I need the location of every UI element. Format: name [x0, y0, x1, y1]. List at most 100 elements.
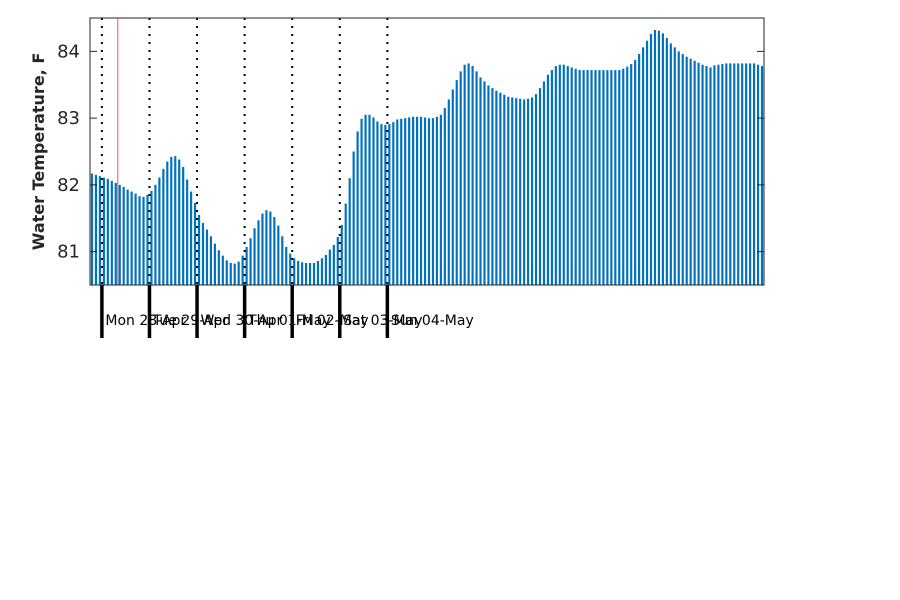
- bar: [475, 71, 478, 286]
- bar: [578, 70, 581, 285]
- bar: [118, 184, 121, 286]
- bar: [423, 117, 427, 286]
- bar: [459, 71, 462, 286]
- bar: [380, 124, 383, 285]
- bar: [293, 258, 296, 285]
- bar: [602, 70, 605, 285]
- bar: [705, 66, 708, 285]
- bar: [336, 236, 339, 285]
- bar: [356, 131, 359, 285]
- bar: [606, 70, 609, 285]
- bar: [197, 214, 201, 285]
- bar: [530, 97, 534, 286]
- bar: [122, 186, 125, 285]
- bar: [297, 260, 300, 285]
- bar: [301, 262, 304, 285]
- bar: [693, 60, 696, 285]
- bar: [661, 33, 664, 285]
- bar: [178, 159, 181, 285]
- bar: [98, 176, 101, 285]
- bar: [749, 63, 752, 285]
- bar: [519, 98, 522, 286]
- bar: [463, 64, 466, 285]
- bar: [745, 63, 748, 285]
- bar: [281, 236, 284, 285]
- bar: [558, 64, 561, 285]
- bar: [376, 121, 379, 286]
- bar: [673, 47, 676, 286]
- bar: [626, 66, 629, 285]
- bar: [499, 92, 502, 285]
- bar: [277, 225, 280, 285]
- bar: [562, 64, 565, 285]
- bar: [312, 262, 316, 285]
- bar: [649, 34, 653, 285]
- bar: [257, 220, 260, 285]
- bar: [455, 80, 458, 285]
- bar: [657, 30, 661, 286]
- bar: [193, 202, 197, 285]
- bar: [479, 77, 482, 285]
- bar: [90, 173, 94, 285]
- bar: [225, 260, 228, 285]
- bar: [150, 190, 153, 285]
- bar: [368, 114, 371, 285]
- y-tick-label: 84: [57, 41, 80, 62]
- bar: [396, 119, 399, 286]
- bar: [265, 210, 268, 285]
- bar: [737, 63, 740, 285]
- bar: [142, 196, 145, 285]
- y-tick-label: 81: [57, 242, 80, 263]
- bar: [324, 254, 327, 285]
- bar: [630, 64, 633, 285]
- bar: [451, 89, 454, 285]
- bar: [213, 243, 216, 285]
- bar: [130, 191, 133, 285]
- bar: [634, 60, 637, 285]
- bar: [166, 161, 169, 285]
- bar: [110, 180, 113, 285]
- bar: [503, 94, 506, 285]
- bar: [622, 68, 625, 285]
- bar: [550, 70, 553, 285]
- bar: [416, 116, 419, 285]
- bar: [527, 98, 530, 286]
- bar: [638, 54, 641, 285]
- day-ticks: [100, 285, 390, 338]
- bar: [237, 261, 240, 285]
- bar: [483, 81, 486, 285]
- day-label: Wed 30-Apr: [201, 313, 283, 329]
- bar-series: [90, 30, 764, 286]
- bar: [741, 63, 744, 285]
- bar: [241, 255, 244, 285]
- bar: [709, 67, 712, 285]
- bar: [162, 168, 165, 285]
- bar: [126, 189, 129, 285]
- day-label: Fri 02-May: [296, 313, 369, 329]
- bar: [713, 65, 716, 285]
- bar: [205, 229, 209, 285]
- bar: [233, 263, 236, 285]
- bar: [392, 122, 395, 285]
- bar: [261, 213, 264, 285]
- bar: [729, 63, 732, 285]
- bar: [182, 166, 185, 285]
- bar: [491, 88, 494, 285]
- bar: [507, 96, 510, 286]
- bar: [610, 70, 613, 285]
- bar: [590, 70, 593, 285]
- bar: [534, 94, 538, 285]
- bar: [689, 58, 692, 285]
- bar: [320, 258, 324, 285]
- bar: [538, 88, 542, 285]
- bar: [753, 63, 756, 285]
- bar: [760, 66, 764, 285]
- day-label: Mon 28-Apr: [105, 313, 186, 329]
- bar: [229, 262, 232, 285]
- bar: [308, 262, 312, 285]
- bar: [669, 43, 672, 285]
- day-label: Sun 04-May: [391, 313, 474, 329]
- bar: [364, 114, 367, 285]
- bar: [618, 70, 621, 285]
